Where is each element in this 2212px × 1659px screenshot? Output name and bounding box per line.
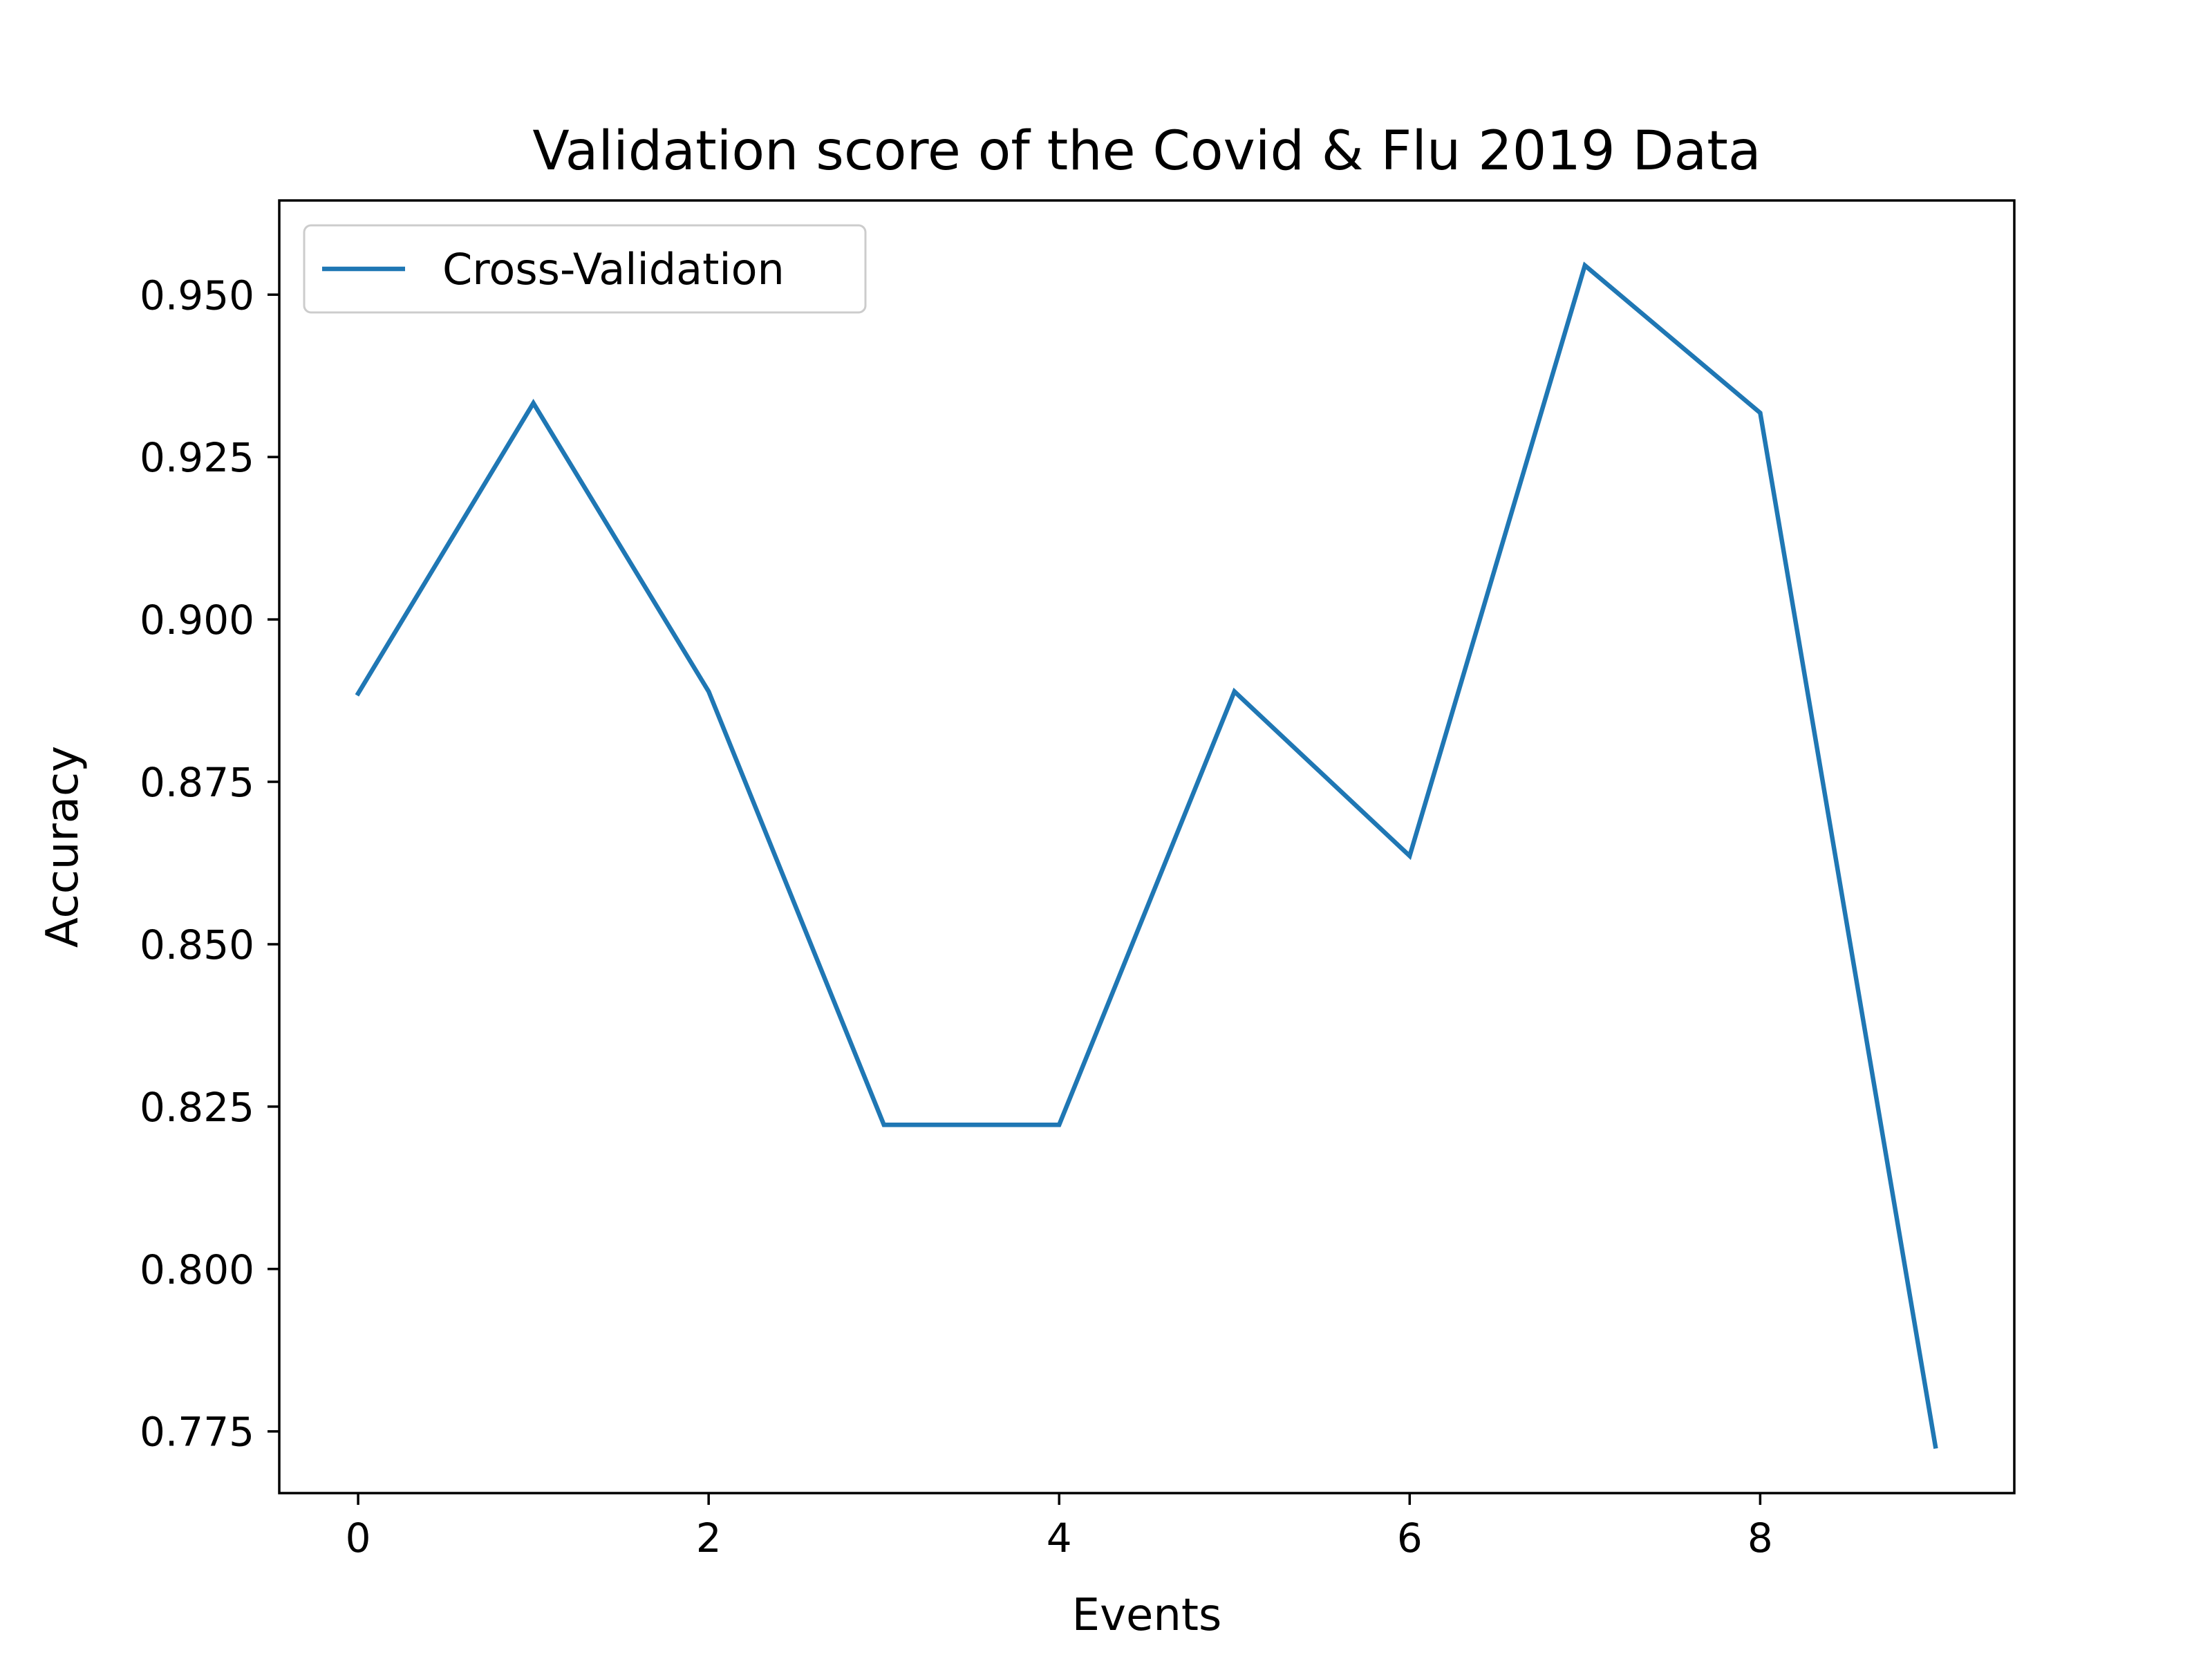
y-tick-label: 0.850	[140, 921, 254, 968]
x-tick-label: 8	[1747, 1515, 1773, 1562]
axes-frame	[278, 199, 2016, 1494]
y-tick-label: 0.800	[140, 1246, 254, 1293]
chart-title: Validation score of the Covid & Flu 2019…	[532, 120, 1761, 182]
x-axis-label: Events	[1072, 1590, 1222, 1641]
series-line-1	[355, 261, 1938, 1450]
y-axis-label: Accuracy	[37, 746, 88, 948]
y-tick-label: 0.825	[140, 1084, 254, 1131]
plot-area	[355, 261, 1938, 1450]
y-tick-label: 0.875	[140, 759, 254, 806]
x-tick-label: 0	[346, 1515, 371, 1562]
y-tick-label: 0.775	[140, 1409, 254, 1456]
y-tick-label: 0.900	[140, 597, 254, 644]
legend: Cross-Validation	[303, 224, 867, 314]
y-tick-label: 0.925	[140, 434, 254, 481]
legend-label: Cross-Validation	[442, 244, 785, 294]
x-tick-label: 2	[696, 1515, 722, 1562]
x-tick-label: 4	[1047, 1515, 1072, 1562]
y-tick-label: 0.950	[140, 272, 254, 319]
legend-box	[303, 224, 867, 314]
axes: 0 2 4 6 8 0.775 0.800 0.825 0.850 0.875 0.900 0.925…	[140, 199, 2016, 1562]
x-tick-label: 6	[1397, 1515, 1423, 1562]
